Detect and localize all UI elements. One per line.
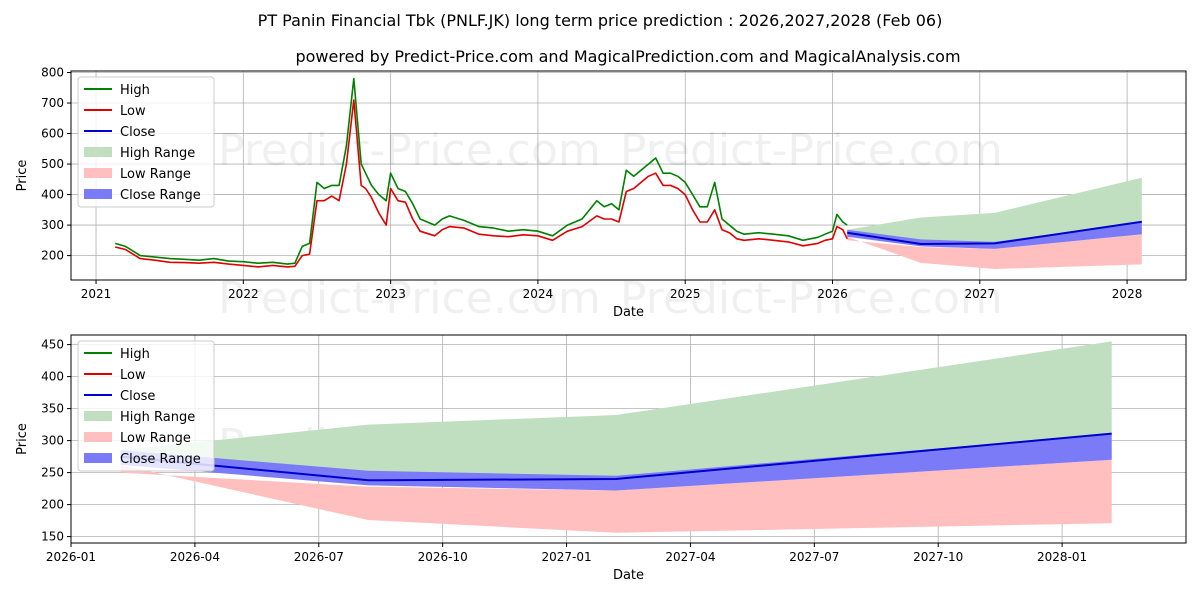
plot-area	[120, 341, 1112, 533]
x-tick-label: 2028-01	[1037, 550, 1087, 564]
legend-label-high: High	[120, 83, 150, 98]
x-tick-label: 2026-10	[418, 550, 468, 564]
low-series-line	[115, 99, 848, 268]
chart-subtitle: powered by Predict-Price.com and Magical…	[295, 47, 960, 66]
x-tick-label: 2021	[81, 287, 112, 301]
y-axis-label: Price	[15, 423, 30, 455]
y-tick-label: 400	[41, 188, 64, 202]
y-tick-label: 400	[41, 370, 64, 384]
legend-label-close-range: Close Range	[120, 188, 201, 203]
y-tick-label: 250	[41, 466, 64, 480]
close-series-line	[847, 220, 1142, 245]
x-tick-label: 2026	[817, 287, 848, 301]
x-tick-label: 2027-07	[789, 550, 839, 564]
legend-label-high-range: High Range	[120, 410, 195, 425]
legend-label-high: High	[120, 347, 150, 362]
close-range-band	[120, 433, 1112, 491]
x-tick-label: 2026-01	[46, 550, 96, 564]
y-tick-label: 700	[41, 96, 64, 110]
high-series-line	[114, 77, 848, 265]
x-tick-label: 2027-04	[665, 550, 715, 564]
forecast-zoom-chart-panel: Predict-Price.comPredict-Price.com2026-0…	[15, 334, 1187, 583]
x-tick-label: 2027-10	[913, 550, 963, 564]
y-tick-label: 800	[41, 66, 64, 80]
y-tick-label: 200	[41, 249, 64, 263]
axes-frame	[70, 70, 1187, 281]
y-tick-label: 300	[41, 434, 64, 448]
high-range-band	[120, 341, 1112, 489]
watermark-text: Predict-Price.com	[218, 273, 601, 324]
y-tick-label: 300	[41, 218, 64, 232]
chart-title: PT Panin Financial Tbk (PNLF.JK) long te…	[258, 11, 943, 30]
x-tick-label: 2022	[228, 287, 259, 301]
overview-chart-panel: Predict-Price.com Predict-Price.com Predic…	[15, 66, 1187, 324]
legend: High Low Close High Range Low Range Close Ran…	[77, 340, 215, 472]
x-tick-label: 2028	[1112, 287, 1143, 301]
y-axis-label: Price	[15, 160, 30, 192]
y-tick-label: 450	[41, 338, 64, 352]
legend-swatch-high-range	[84, 411, 112, 421]
plot-area	[114, 77, 1142, 269]
legend-label-close: Close	[120, 389, 155, 404]
x-tick-label: 2023	[375, 287, 406, 301]
close-series-line	[120, 432, 1112, 482]
low-range-band	[120, 459, 1112, 533]
y-tick-label: 600	[41, 127, 64, 141]
x-tick-label: 2027-01	[541, 550, 591, 564]
legend-label-low-range: Low Range	[120, 167, 191, 182]
watermark-text: Predict-Price.com	[620, 273, 1003, 324]
legend-label-close-range: Close Range	[120, 452, 201, 467]
y-tick-label: 500	[41, 157, 64, 171]
x-tick-label: 2024	[523, 287, 554, 301]
legend-swatch-close-range	[84, 189, 112, 199]
watermark-text: Predict-Price.com	[620, 125, 1003, 176]
legend-swatch-close-range	[84, 453, 112, 463]
legend-label-close: Close	[120, 125, 155, 140]
watermark-text: Predict-Price.com	[218, 125, 601, 176]
y-tick-label: 350	[41, 402, 64, 416]
x-axis-label: Date	[613, 305, 644, 320]
y-tick-label: 200	[41, 498, 64, 512]
legend-label-low-range: Low Range	[120, 431, 191, 446]
axes-frame	[70, 334, 1187, 544]
x-tick-label: 2026-07	[294, 550, 344, 564]
legend-swatch-low-range	[84, 432, 112, 442]
legend-label-low: Low	[120, 368, 146, 383]
x-tick-label: 2025	[670, 287, 701, 301]
legend-swatch-low-range	[84, 168, 112, 178]
legend-swatch-high-range	[84, 147, 112, 157]
legend-label-high-range: High Range	[120, 146, 195, 161]
x-tick-label: 2027	[965, 287, 996, 301]
y-tick-label: 150	[41, 530, 64, 544]
low-range-band	[847, 234, 1142, 269]
legend: High Low Close High Range Low Range Close Ran…	[77, 76, 215, 208]
legend-label-low: Low	[120, 104, 146, 119]
close-range-band	[847, 221, 1142, 249]
high-range-band	[847, 177, 1142, 248]
x-tick-label: 2026-04	[170, 550, 220, 564]
x-axis-label: Date	[613, 568, 644, 583]
